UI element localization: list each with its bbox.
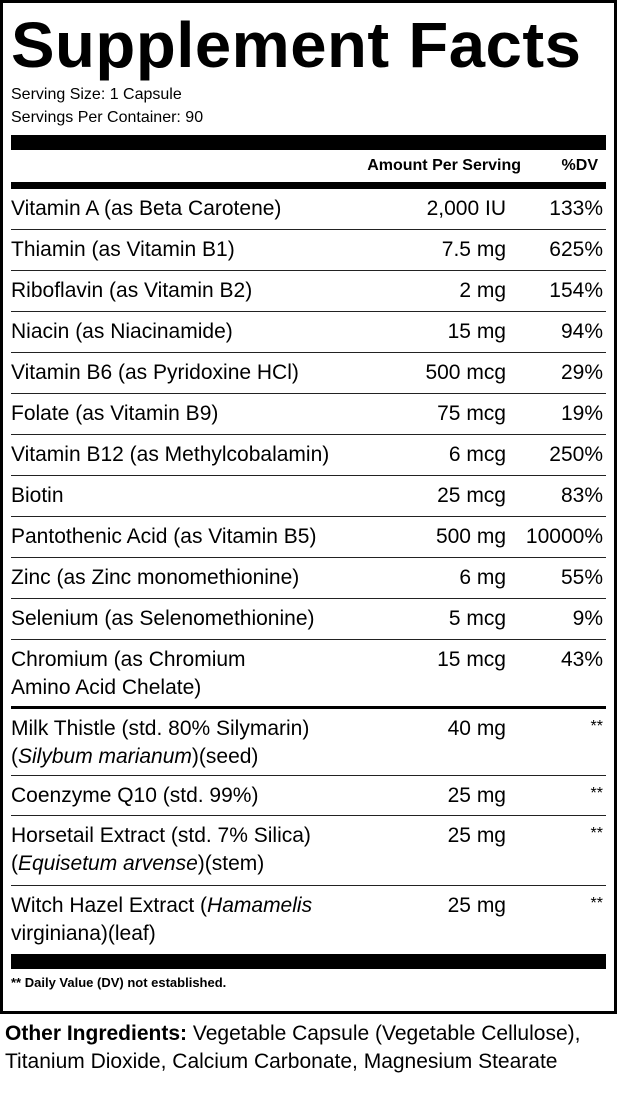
divider-medium — [11, 182, 606, 189]
nutrient-amount: 2 mg — [459, 279, 506, 302]
nutrient-name: Vitamin A (as Beta Carotene) — [11, 197, 282, 220]
table-row: Vitamin B12 (as Methylcobalamin) 6 mcg 2… — [11, 435, 606, 476]
table-row: Niacin (as Niacinamide) 15 mg 94% — [11, 312, 606, 353]
nutrient-amount: 5 mcg — [448, 607, 506, 630]
nutrient-dv: 625% — [549, 238, 603, 261]
table-row: Selenium (as Selenomethionine) 5 mcg 9% — [11, 599, 606, 640]
nutrient-amount: 7.5 mg — [441, 238, 506, 261]
nutrient-name: Pantothenic Acid (as Vitamin B5) — [11, 525, 317, 548]
ingredient-name: Coenzyme Q10 (std. 99%) — [11, 784, 259, 807]
ingredient-dv: ** — [590, 785, 603, 802]
nutrient-dv: 19% — [560, 402, 603, 425]
herbals-section: Milk Thistle (std. 80% Silymarin) (Silybu… — [11, 709, 606, 954]
dv-header: %DV — [561, 157, 598, 174]
nutrient-amount: 2,000 IU — [426, 197, 506, 220]
divider-thick — [11, 954, 606, 969]
nutrient-amount: 25 mcg — [437, 484, 506, 507]
other-ingredients-text: Vegetable Capsule (Vegetable Cellulose),… — [5, 1022, 581, 1073]
nutrient-name: Vitamin B12 (as Methylcobalamin) — [11, 443, 330, 466]
table-row: Zinc (as Zinc monomethionine) 6 mg 55% — [11, 558, 606, 599]
nutrient-name: Riboflavin (as Vitamin B2) — [11, 279, 253, 302]
ingredient-dv: ** — [590, 825, 603, 842]
nutrient-dv: 29% — [560, 361, 603, 384]
nutrient-amount: 15 mg — [447, 320, 506, 343]
amount-header: Amount Per Serving — [367, 157, 521, 174]
divider-thin — [11, 706, 606, 709]
table-row: Horsetail Extract (std. 7% Silica) (Equis… — [11, 816, 606, 886]
nutrient-name: Zinc (as Zinc monomethionine) — [11, 566, 300, 589]
nutrient-amount: 75 mcg — [437, 402, 506, 425]
ingredient-name: Witch Hazel Extract (Hamamelis virginiana… — [11, 894, 313, 945]
nutrient-name: Biotin — [11, 484, 64, 507]
nutrient-name: Selenium (as Selenomethionine) — [11, 607, 315, 630]
nutrient-name: Folate (as Vitamin B9) — [11, 402, 219, 425]
table-row: Chromium (as Chromium Amino Acid Chelate… — [11, 640, 606, 706]
column-headers: Amount Per Serving %DV — [11, 150, 606, 182]
nutrient-dv: 43% — [560, 648, 603, 671]
nutrient-amount: 6 mcg — [448, 443, 506, 466]
table-row: Riboflavin (as Vitamin B2) 2 mg 154% — [11, 271, 606, 312]
nutrient-name: Chromium (as Chromium Amino Acid Chelate… — [11, 648, 246, 699]
table-row: Vitamin A (as Beta Carotene) 2,000 IU 13… — [11, 189, 606, 230]
ingredient-dv: ** — [590, 895, 603, 912]
ingredient-name: Horsetail Extract (std. 7% Silica) (Equis… — [11, 824, 311, 875]
table-row: Witch Hazel Extract (Hamamelis virginiana… — [11, 886, 606, 954]
nutrient-dv: 133% — [549, 197, 603, 220]
divider-thick — [11, 135, 606, 150]
nutrient-amount: 500 mg — [435, 525, 506, 548]
table-row: Thiamin (as Vitamin B1) 7.5 mg 625% — [11, 230, 606, 271]
footnote: ** Daily Value (DV) not established. — [11, 975, 227, 990]
ingredient-amount: 40 mg — [447, 717, 506, 740]
nutrient-dv: 55% — [560, 566, 603, 589]
nutrient-dv: 94% — [560, 320, 603, 343]
serving-size: Serving Size: 1 Capsule — [11, 86, 182, 103]
other-ingredients: Other Ingredients: Vegetable Capsule (Ve… — [5, 1020, 630, 1076]
nutrient-name: Vitamin B6 (as Pyridoxine HCl) — [11, 361, 299, 384]
panel-title: Supplement Facts — [11, 9, 582, 81]
nutrient-dv: 154% — [549, 279, 603, 302]
ingredient-dv: ** — [590, 718, 603, 735]
table-row: Milk Thistle (std. 80% Silymarin) (Silybu… — [11, 709, 606, 776]
nutrient-name: Thiamin (as Vitamin B1) — [11, 238, 235, 261]
nutrient-dv: 83% — [560, 484, 603, 507]
nutrient-dv: 9% — [572, 607, 603, 630]
supplement-facts-panel: Supplement Facts Serving Size: 1 Capsule… — [0, 0, 617, 1014]
nutrient-dv: 10000% — [525, 525, 603, 548]
ingredient-amount: 25 mg — [447, 784, 506, 807]
nutrient-dv: 250% — [549, 443, 603, 466]
nutrient-amount: 15 mcg — [437, 648, 506, 671]
table-row: Folate (as Vitamin B9) 75 mcg 19% — [11, 394, 606, 435]
servings-per-container: Servings Per Container: 90 — [11, 109, 204, 126]
nutrient-amount: 6 mg — [459, 566, 506, 589]
ingredient-name: Milk Thistle (std. 80% Silymarin) (Silybu… — [11, 717, 310, 768]
table-row: Biotin 25 mcg 83% — [11, 476, 606, 517]
table-row: Vitamin B6 (as Pyridoxine HCl) 500 mcg 2… — [11, 353, 606, 394]
ingredient-amount: 25 mg — [447, 824, 506, 847]
nutrient-amount: 500 mcg — [425, 361, 506, 384]
vitamins-section: Vitamin A (as Beta Carotene) 2,000 IU 13… — [11, 189, 606, 706]
ingredient-amount: 25 mg — [447, 894, 506, 917]
other-ingredients-label: Other Ingredients: — [5, 1022, 188, 1045]
table-row: Coenzyme Q10 (std. 99%) 25 mg ** — [11, 776, 606, 816]
table-row: Pantothenic Acid (as Vitamin B5) 500 mg … — [11, 517, 606, 558]
nutrient-name: Niacin (as Niacinamide) — [11, 320, 233, 343]
